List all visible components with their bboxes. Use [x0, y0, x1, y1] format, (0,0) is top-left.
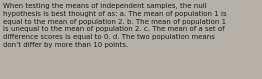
Text: When testing the means of independent samples, the null
hypothesis is best thoug: When testing the means of independent sa… [3, 3, 227, 48]
